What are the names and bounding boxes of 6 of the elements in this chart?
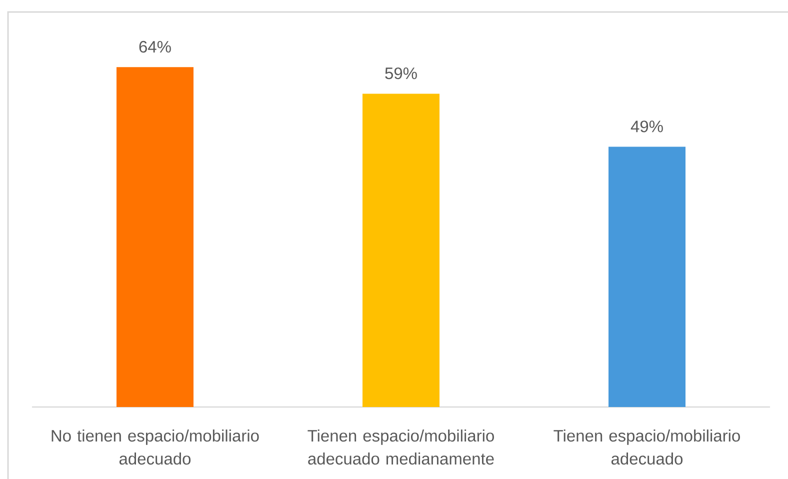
data-label: 49% [630, 120, 663, 132]
x-tick-label: Tienen espacio/mobiliario adecuado [554, 430, 740, 465]
data-label: 64% [139, 40, 171, 53]
x-tick-label: Tienen espacio/mobiliario adecuado medianamente [308, 430, 494, 465]
x-tick-label: No tienen espacio/mobiliario adecuado [52, 430, 259, 465]
data-label: 59% [385, 67, 417, 80]
